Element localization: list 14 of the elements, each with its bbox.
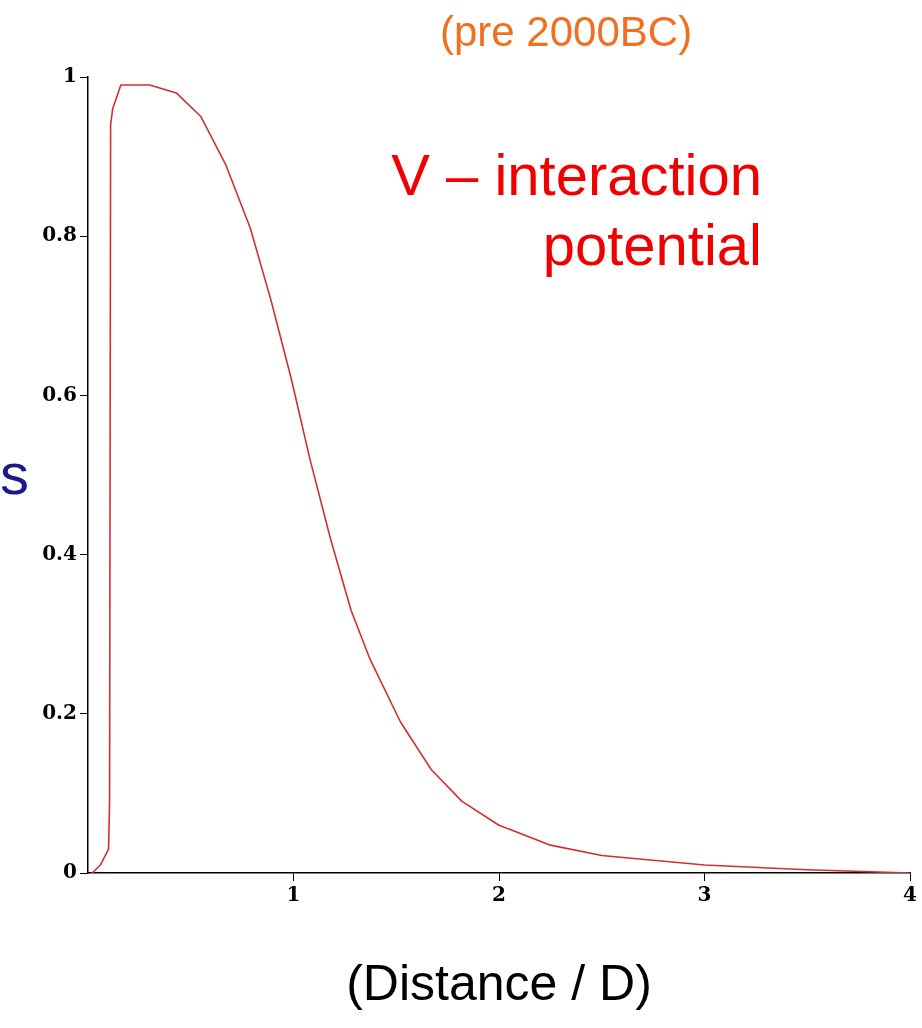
y-tick-label: 0.6 — [42, 381, 77, 406]
y-tick-label: 1 — [63, 63, 77, 88]
x-tick-label: 2 — [492, 882, 506, 907]
text: s — [0, 440, 29, 507]
y-tick-label: 0 — [63, 859, 77, 884]
y-tick-label: 0.8 — [42, 222, 77, 247]
annotation: V – interaction potential — [390, 141, 762, 279]
x-tick-label: 1 — [286, 882, 301, 907]
text: (pre 2000BC) — [440, 8, 693, 56]
x-axis-title: (Distance / D) — [346, 954, 652, 1011]
y-tick-label: 0.4 — [42, 540, 78, 565]
x-tick-label: 4 — [903, 882, 918, 907]
x-tick-label: 3 — [697, 882, 712, 907]
y-tick-label: 0.2 — [42, 700, 77, 724]
